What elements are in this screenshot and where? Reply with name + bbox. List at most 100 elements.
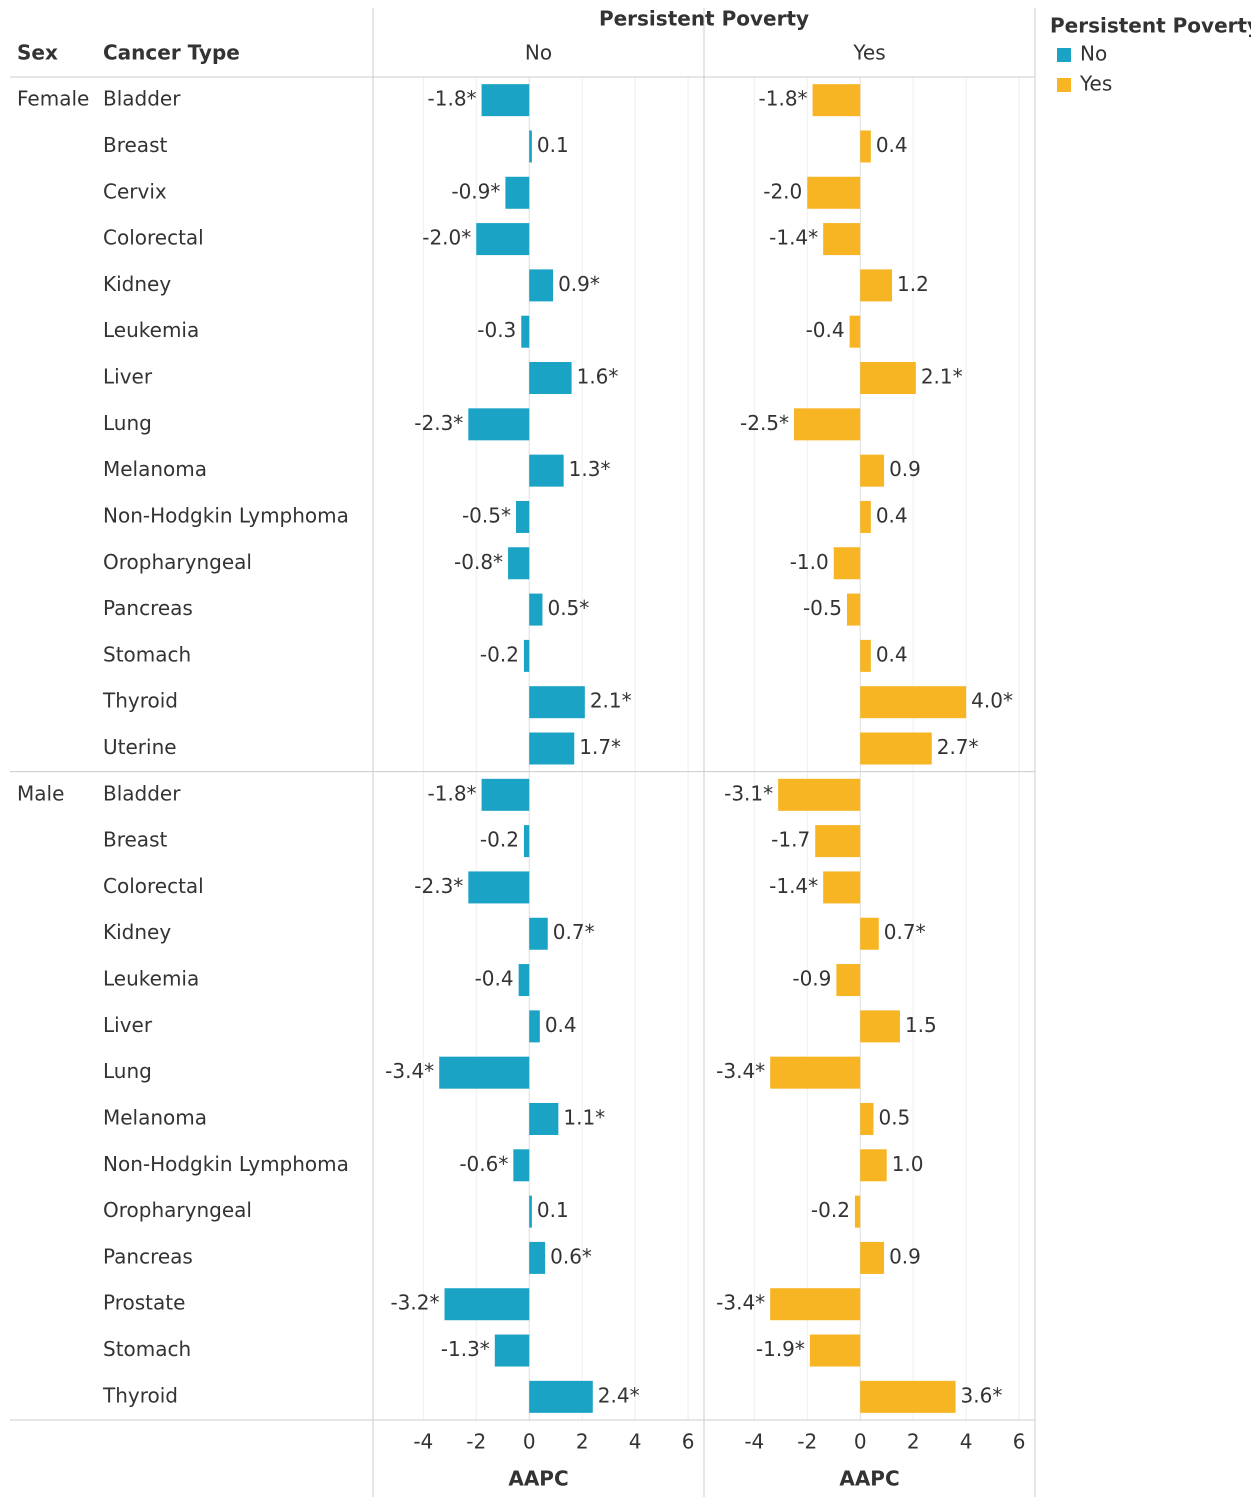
bar bbox=[529, 1195, 532, 1228]
bar bbox=[860, 917, 879, 950]
data-label: -2.0* bbox=[422, 226, 471, 250]
bar bbox=[846, 593, 861, 626]
bar bbox=[494, 1334, 530, 1367]
data-label: 0.5 bbox=[878, 1105, 910, 1129]
data-label: 0.4 bbox=[876, 133, 908, 157]
data-label: -1.8* bbox=[428, 781, 477, 805]
data-label: -0.2 bbox=[480, 642, 519, 666]
bar bbox=[823, 871, 861, 904]
group-label: Female bbox=[17, 87, 89, 111]
bar bbox=[860, 130, 871, 163]
y-tick-label: Breast bbox=[103, 828, 167, 852]
y-tick-label: Melanoma bbox=[103, 457, 207, 481]
data-label: 1.7* bbox=[579, 735, 621, 759]
y-tick-label: Kidney bbox=[103, 920, 171, 944]
data-label: 1.1* bbox=[563, 1105, 605, 1129]
data-label: 0.4 bbox=[876, 642, 908, 666]
data-label: 0.9 bbox=[889, 1244, 921, 1268]
y-tick-label: Lung bbox=[103, 1059, 152, 1083]
y-tick-label: Colorectal bbox=[103, 226, 204, 250]
y-tick-label: Liver bbox=[103, 365, 153, 389]
bar bbox=[860, 1102, 874, 1135]
bar bbox=[529, 593, 543, 626]
bar bbox=[529, 362, 572, 395]
y-tick-label: Leukemia bbox=[103, 967, 199, 991]
x-tick-label: -4 bbox=[744, 1430, 764, 1454]
data-label: 2.4* bbox=[598, 1383, 640, 1407]
bar bbox=[505, 176, 530, 209]
y-tick-label: Stomach bbox=[103, 642, 191, 666]
data-label: 0.9 bbox=[889, 457, 921, 481]
bar bbox=[860, 1380, 956, 1413]
y-tick-label: Prostate bbox=[103, 1291, 185, 1315]
bar bbox=[481, 84, 530, 117]
x-tick-label: 2 bbox=[576, 1430, 589, 1454]
bar bbox=[860, 454, 885, 487]
data-label: -0.5 bbox=[803, 596, 842, 620]
data-label: -0.8* bbox=[454, 550, 503, 574]
bar bbox=[812, 84, 861, 117]
y-tick-label: Non-Hodgkin Lymphoma bbox=[103, 1152, 349, 1176]
y-tick-label: Pancreas bbox=[103, 596, 193, 620]
y-tick-label: Melanoma bbox=[103, 1105, 207, 1129]
bar bbox=[529, 1241, 546, 1274]
x-tick-label: 0 bbox=[854, 1430, 867, 1454]
bar bbox=[778, 778, 861, 811]
y-tick-label: Bladder bbox=[103, 87, 181, 111]
y-tick-label: Oropharyngeal bbox=[103, 1198, 252, 1222]
y-tick-label: Oropharyngeal bbox=[103, 550, 252, 574]
data-label: -3.4* bbox=[716, 1059, 765, 1083]
column-header: No bbox=[525, 41, 552, 65]
bar bbox=[513, 1149, 530, 1182]
data-label: 1.5 bbox=[905, 1013, 937, 1037]
data-label: -0.9 bbox=[792, 967, 831, 991]
data-label: -0.9* bbox=[451, 179, 500, 203]
x-tick-label: -2 bbox=[797, 1430, 817, 1454]
data-label: -3.1* bbox=[724, 781, 773, 805]
legend-label: Yes bbox=[1079, 72, 1112, 96]
bar bbox=[815, 825, 861, 858]
bar bbox=[518, 964, 530, 997]
x-tick-label: 4 bbox=[629, 1430, 642, 1454]
bar bbox=[833, 547, 861, 580]
bar bbox=[529, 1380, 593, 1413]
bar bbox=[529, 1010, 540, 1043]
bar bbox=[860, 639, 871, 672]
data-label: 1.6* bbox=[577, 365, 619, 389]
column-header: Yes bbox=[852, 41, 885, 65]
bar bbox=[849, 315, 861, 348]
bar bbox=[529, 732, 575, 765]
data-label: 2.1* bbox=[921, 365, 963, 389]
y-tick-label: Liver bbox=[103, 1013, 153, 1037]
data-label: 0.4 bbox=[876, 503, 908, 527]
bar bbox=[529, 686, 585, 719]
data-label: -1.3* bbox=[441, 1337, 490, 1361]
bar bbox=[468, 408, 530, 441]
data-label: -2.0 bbox=[763, 179, 802, 203]
data-label: 0.7* bbox=[884, 920, 926, 944]
data-label: 1.2 bbox=[897, 272, 929, 296]
bar bbox=[439, 1056, 530, 1089]
y-tick-label: Bladder bbox=[103, 781, 181, 805]
x-axis-label: AAPC bbox=[508, 1467, 568, 1491]
data-label: -0.5* bbox=[462, 503, 511, 527]
bar bbox=[444, 1288, 530, 1321]
data-label: -0.4 bbox=[806, 318, 845, 342]
bar bbox=[860, 1010, 900, 1043]
data-label: -0.2 bbox=[811, 1198, 850, 1222]
bar bbox=[860, 732, 932, 765]
bar bbox=[794, 408, 861, 441]
data-label: -0.6* bbox=[459, 1152, 508, 1176]
bar bbox=[854, 1195, 861, 1228]
x-tick-label: 2 bbox=[907, 1430, 920, 1454]
data-label: 1.0 bbox=[892, 1152, 924, 1176]
data-label: 0.5* bbox=[547, 596, 589, 620]
x-tick-label: -4 bbox=[413, 1430, 433, 1454]
bar bbox=[529, 1102, 559, 1135]
data-label: -1.4* bbox=[769, 226, 818, 250]
bar bbox=[529, 454, 564, 487]
bar bbox=[521, 315, 530, 348]
x-tick-label: 4 bbox=[960, 1430, 973, 1454]
y-tick-label: Non-Hodgkin Lymphoma bbox=[103, 503, 349, 527]
bar bbox=[860, 1241, 885, 1274]
